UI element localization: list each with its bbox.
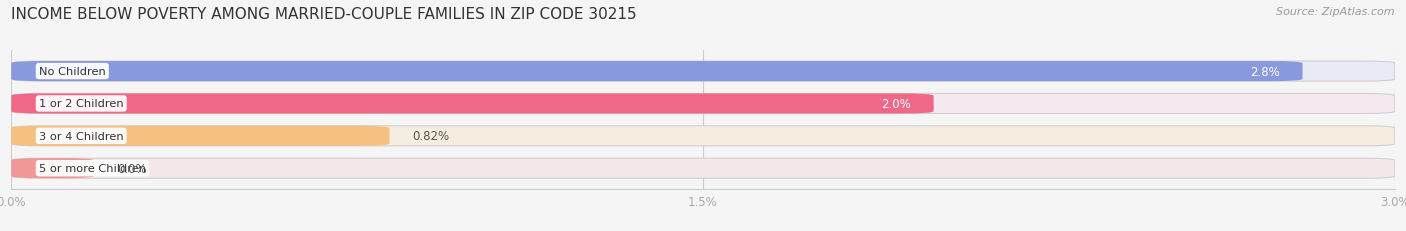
FancyBboxPatch shape	[11, 158, 1395, 179]
Text: 0.82%: 0.82%	[412, 130, 450, 143]
Text: INCOME BELOW POVERTY AMONG MARRIED-COUPLE FAMILIES IN ZIP CODE 30215: INCOME BELOW POVERTY AMONG MARRIED-COUPL…	[11, 7, 637, 22]
FancyBboxPatch shape	[11, 158, 94, 179]
Text: Source: ZipAtlas.com: Source: ZipAtlas.com	[1277, 7, 1395, 17]
Text: 1 or 2 Children: 1 or 2 Children	[39, 99, 124, 109]
FancyBboxPatch shape	[11, 62, 1395, 82]
Text: No Children: No Children	[39, 67, 105, 77]
FancyBboxPatch shape	[11, 94, 934, 114]
FancyBboxPatch shape	[11, 126, 1395, 146]
Text: 2.8%: 2.8%	[1250, 65, 1279, 78]
FancyBboxPatch shape	[11, 94, 1395, 114]
Text: 0.0%: 0.0%	[117, 162, 148, 175]
Text: 3 or 4 Children: 3 or 4 Children	[39, 131, 124, 141]
Text: 5 or more Children: 5 or more Children	[39, 164, 146, 173]
FancyBboxPatch shape	[11, 126, 389, 146]
Text: 2.0%: 2.0%	[880, 97, 911, 110]
FancyBboxPatch shape	[11, 62, 1302, 82]
